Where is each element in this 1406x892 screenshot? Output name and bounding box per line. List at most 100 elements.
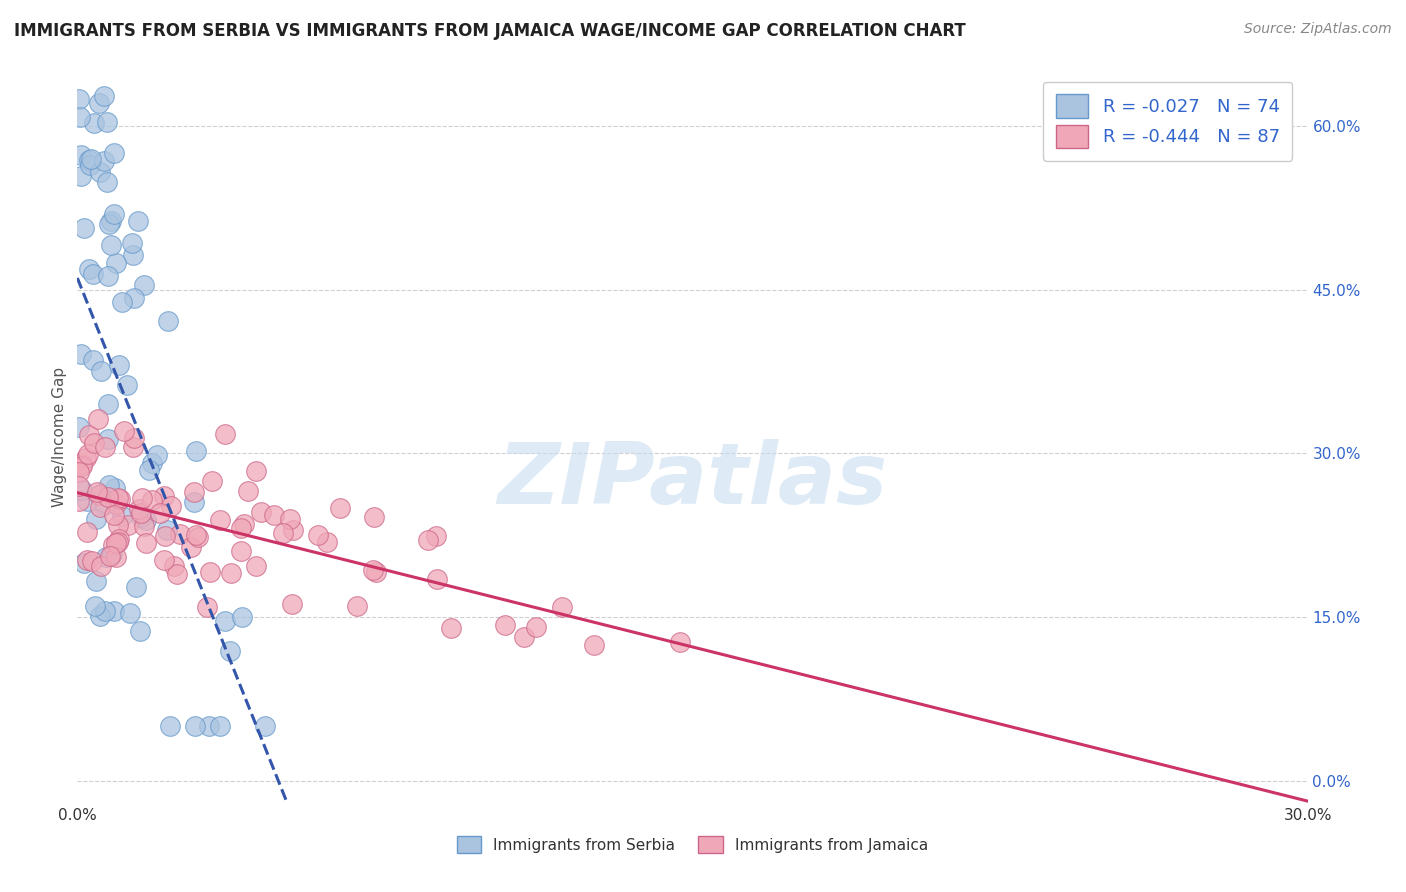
Point [236, 483, 259, 498]
Point [146, 448, 169, 462]
Point [209, 719, 232, 733]
Point [100, 214, 122, 228]
Point [90, 363, 112, 377]
Point [108, 492, 131, 507]
Point [107, 517, 129, 532]
Point [129, 510, 152, 524]
Point [89, 500, 111, 515]
Point [93, 154, 115, 169]
Point [82, 353, 104, 368]
Point [156, 524, 179, 538]
Point [107, 491, 129, 505]
Point [121, 235, 143, 250]
Point [187, 530, 209, 544]
Point [316, 535, 339, 549]
Point [125, 580, 148, 594]
Point [111, 509, 134, 524]
Point [426, 572, 449, 586]
Point [361, 563, 384, 577]
Point [127, 214, 149, 228]
Point [149, 506, 172, 520]
Point [122, 291, 145, 305]
Y-axis label: Wage/Income Gap: Wage/Income Gap [52, 367, 67, 508]
Point [86, 484, 108, 499]
Point [107, 535, 129, 549]
Point [77, 428, 100, 442]
Point [108, 358, 131, 372]
Point [117, 518, 139, 533]
Point [83, 116, 105, 130]
Point [103, 508, 125, 522]
Point [87, 96, 110, 111]
Point [76, 552, 98, 566]
Point [108, 532, 131, 546]
Point [263, 508, 285, 522]
Point [104, 481, 127, 495]
Point [97, 269, 120, 284]
Point [219, 566, 242, 580]
Point [214, 614, 236, 628]
Point [231, 610, 253, 624]
Point [70, 458, 93, 473]
Point [93, 88, 115, 103]
Point [363, 509, 385, 524]
Point [271, 525, 294, 540]
Point [183, 495, 205, 509]
Point [132, 277, 155, 292]
Point [83, 436, 105, 450]
Point [440, 621, 463, 635]
Point [87, 412, 110, 426]
Point [105, 536, 128, 550]
Point [153, 553, 176, 567]
Point [79, 158, 101, 172]
Point [208, 513, 231, 527]
Point [77, 261, 100, 276]
Point [232, 516, 254, 531]
Point [134, 519, 156, 533]
Point [96, 115, 118, 129]
Point [229, 521, 252, 535]
Point [76, 493, 98, 508]
Point [135, 536, 157, 550]
Point [94, 550, 117, 565]
Point [122, 431, 145, 445]
Point [82, 553, 104, 567]
Point [103, 604, 125, 618]
Point [87, 488, 110, 502]
Point [93, 605, 115, 619]
Point [90, 559, 112, 574]
Point [75, 451, 97, 466]
Point [122, 248, 145, 262]
Point [84, 574, 107, 589]
Point [184, 719, 207, 733]
Point [494, 617, 516, 632]
Point [281, 597, 304, 611]
Point [70, 483, 93, 498]
Point [82, 267, 104, 281]
Point [153, 489, 176, 503]
Point [141, 493, 163, 508]
Point [89, 608, 111, 623]
Point [346, 599, 368, 614]
Legend: Immigrants from Serbia, Immigrants from Jamaica: Immigrants from Serbia, Immigrants from … [449, 828, 936, 861]
Point [186, 527, 208, 541]
Point [70, 169, 93, 183]
Point [129, 507, 152, 521]
Point [163, 559, 186, 574]
Point [160, 500, 183, 514]
Text: IMMIGRANTS FROM SERBIA VS IMMIGRANTS FROM JAMAICA WAGE/INCOME GAP CORRELATION CH: IMMIGRANTS FROM SERBIA VS IMMIGRANTS FRO… [14, 22, 966, 40]
Point [97, 490, 120, 504]
Point [155, 529, 177, 543]
Point [105, 256, 128, 270]
Point [245, 559, 267, 574]
Point [425, 529, 447, 543]
Text: ZIPatlas: ZIPatlas [498, 440, 887, 523]
Point [84, 512, 107, 526]
Point [98, 549, 121, 563]
Point [98, 217, 121, 231]
Point [73, 556, 96, 570]
Point [69, 110, 91, 124]
Point [69, 148, 91, 162]
Point [135, 513, 157, 527]
Point [67, 479, 90, 493]
